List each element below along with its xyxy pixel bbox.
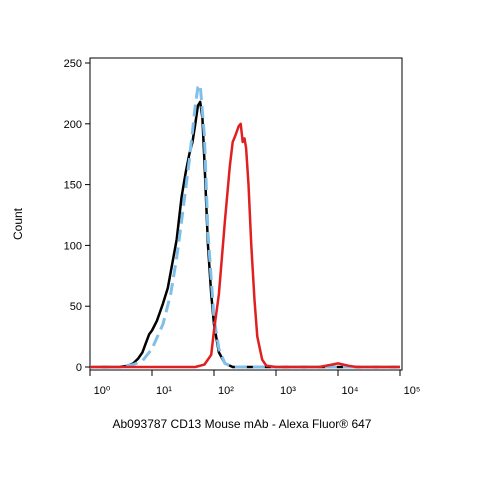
- y-tick-label: 150: [64, 180, 82, 192]
- x-tick-label: 10⁵: [404, 385, 421, 397]
- x-tick-label: 10¹: [156, 385, 172, 397]
- y-tick-label: 0: [76, 362, 82, 374]
- y-tick-label: 200: [64, 119, 82, 131]
- y-tick-label: 50: [70, 301, 82, 313]
- plot-frame: [89, 57, 403, 371]
- histogram-line: [90, 83, 400, 369]
- histogram-line: [90, 122, 400, 369]
- y-tick-label: 100: [64, 240, 82, 252]
- x-tick-label: 10²: [218, 385, 234, 397]
- x-axis-title: Ab093787 CD13 Mouse mAb - Alexa Fluor® 6…: [113, 417, 372, 431]
- x-tick-label: 10⁰: [94, 385, 111, 397]
- x-tick-label: 10³: [280, 385, 296, 397]
- x-tick-label: 10⁴: [342, 385, 359, 397]
- y-tick-label: 250: [64, 58, 82, 70]
- y-axis-title: Count: [11, 207, 25, 240]
